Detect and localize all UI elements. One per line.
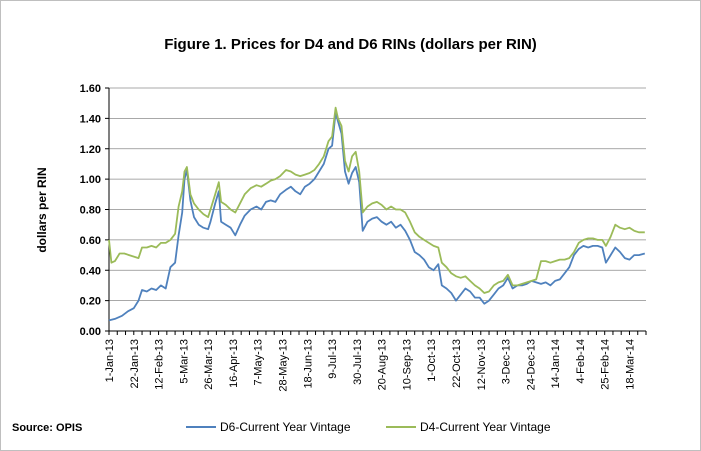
- x-tick-label: 5-Mar-13: [178, 339, 190, 384]
- x-tick-label: 4-Feb-14: [575, 339, 587, 384]
- x-tick-label: 25-Feb-14: [600, 339, 612, 390]
- x-tick-label: 12-Nov-13: [476, 339, 488, 390]
- legend-item-d4: D4-Current Year Vintage: [386, 420, 551, 434]
- y-tick-label: 0.80: [80, 205, 101, 217]
- series-line-d6: [108, 111, 646, 322]
- x-tick-label: 12-Feb-13: [154, 339, 166, 390]
- x-tick-label: 18-Mar-14: [624, 339, 636, 390]
- legend-item-d6: D6-Current Year Vintage: [186, 420, 351, 434]
- x-tick-label: 14-Jan-14: [550, 339, 562, 389]
- x-tick-label: 1-Oct-13: [426, 339, 438, 382]
- y-tick-label: 0.40: [80, 265, 101, 277]
- x-tick-label: 10-Sep-13: [401, 339, 413, 390]
- x-tick-label: 30-Jul-13: [352, 339, 364, 385]
- x-tick-label: 22-Oct-13: [451, 339, 463, 388]
- x-tick-label: 22-Jan-13: [129, 339, 141, 389]
- gridlines: [109, 87, 646, 302]
- series-lines: [108, 106, 646, 322]
- x-tick-label: 18-Jun-13: [302, 339, 314, 389]
- legend-label-d4: D4-Current Year Vintage: [420, 420, 551, 434]
- y-tick-label: 1.60: [80, 83, 101, 95]
- x-tick-labels: 1-Jan-13 22-Jan-13 12-Feb-13 5-Mar-13 26-Mar…: [104, 339, 636, 392]
- y-tick-label: 0.00: [80, 326, 101, 338]
- legend-swatch-d4: [386, 426, 416, 428]
- source-note: Source: OPIS: [12, 422, 83, 434]
- y-tick-label: 1.20: [80, 144, 101, 156]
- x-tick-label: 28-May-13: [277, 339, 289, 392]
- y-tick-label: 0.20: [80, 296, 101, 308]
- x-tick-label: 9-Jul-13: [327, 339, 339, 379]
- x-tick-label: 26-Mar-13: [203, 339, 215, 390]
- legend-label-d6: D6-Current Year Vintage: [220, 420, 351, 434]
- x-tick-label: 24-Dec-13: [525, 339, 537, 390]
- axes: [105, 87, 647, 335]
- x-tick-label: 1-Jan-13: [104, 339, 116, 382]
- x-tick-label: 20-Aug-13: [377, 339, 389, 390]
- chart-title: Figure 1. Prices for D4 and D6 RINs (dol…: [164, 36, 537, 53]
- y-tick-labels: 0.00 0.20 0.40 0.60 0.80 1.00 1.20 1.40 1.60: [80, 83, 101, 338]
- y-tick-label: 0.60: [80, 235, 101, 247]
- y-tick-label: 1.40: [80, 113, 101, 125]
- x-tick-label: 16-Apr-13: [228, 339, 240, 388]
- y-tick-label: 1.00: [80, 174, 101, 186]
- series-line-d4: [108, 106, 645, 294]
- x-tick-label: 7-May-13: [253, 339, 265, 385]
- legend-swatch-d6: [186, 426, 216, 428]
- x-tick-label: 3-Dec-13: [501, 339, 513, 384]
